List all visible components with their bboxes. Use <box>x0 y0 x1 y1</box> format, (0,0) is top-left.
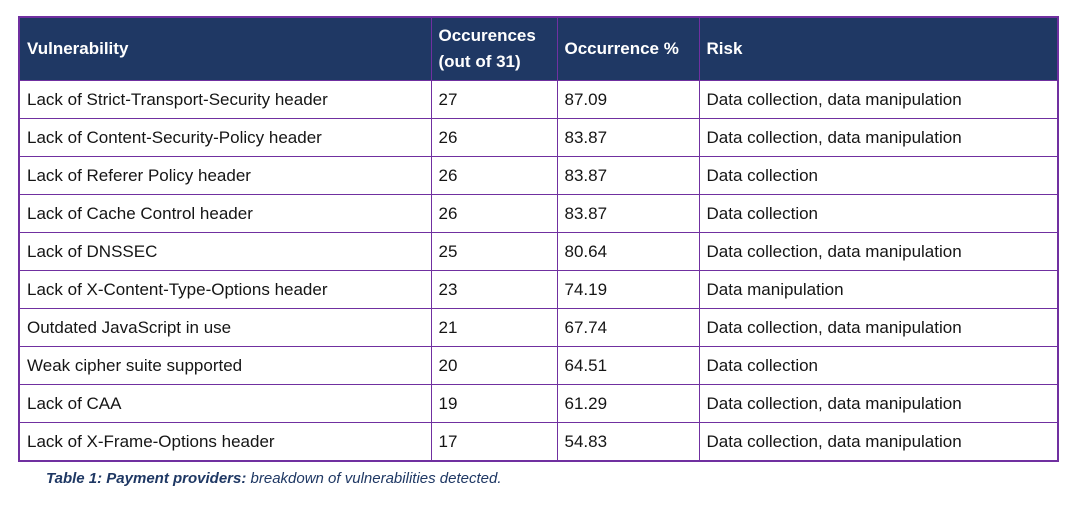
table-row: Lack of Cache Control header 26 83.87 Data … <box>18 194 1059 233</box>
vulnerability-table-container: Vulnerability Occurences (out of 31) Occ… <box>18 16 1059 462</box>
table-cell: Data collection, data manipulation <box>698 80 1059 119</box>
table-row: Lack of X-Content-Type-Options header 23 7… <box>18 270 1059 309</box>
table-cell: Data collection, data manipulation <box>698 118 1059 157</box>
table-cell: Data collection, data manipulation <box>698 308 1059 347</box>
table-cell: 25 <box>430 232 558 271</box>
table-cell: 74.19 <box>556 270 700 309</box>
table-cell: 80.64 <box>556 232 700 271</box>
table-row: Lack of DNSSEC 25 80.64 Data collection, da… <box>18 232 1059 271</box>
vulnerability-table: Vulnerability Occurences (out of 31) Occ… <box>18 16 1059 462</box>
table-cell: Outdated JavaScript in use <box>18 308 432 347</box>
table-cell: 21 <box>430 308 558 347</box>
table-caption-text: breakdown of vulnerabilities detected. <box>246 470 502 487</box>
table-row: Lack of Referer Policy header 26 83.87 Data… <box>18 156 1059 195</box>
table-cell: 17 <box>430 422 558 462</box>
table-cell: Data collection, data manipulation <box>698 384 1059 423</box>
table-cell: Data collection <box>698 194 1059 233</box>
table-cell: 26 <box>430 118 558 157</box>
table-cell: Lack of X-Frame-Options header <box>18 422 432 462</box>
table-cell: 67.74 <box>556 308 700 347</box>
table-cell: 61.29 <box>556 384 700 423</box>
table-header-row: Vulnerability Occurences (out of 31) Occ… <box>18 16 1059 81</box>
table-row: Lack of Content-Security-Policy header 26… <box>18 118 1059 157</box>
table-row: Weak cipher suite supported 20 64.51 Data c… <box>18 346 1059 385</box>
table-row: Outdated JavaScript in use 21 67.74 Data co… <box>18 308 1059 347</box>
table-row: Lack of Strict-Transport-Security header… <box>18 80 1059 119</box>
table-cell: Lack of X-Content-Type-Options header <box>18 270 432 309</box>
table-cell: 83.87 <box>556 156 700 195</box>
table-cell: 27 <box>430 80 558 119</box>
table-row: Lack of CAA 19 61.29 Data collection, data … <box>18 384 1059 423</box>
table-cell: Data collection, data manipulation <box>698 232 1059 271</box>
table-cell: 54.83 <box>556 422 700 462</box>
table-cell: Lack of Cache Control header <box>18 194 432 233</box>
table-cell: Lack of DNSSEC <box>18 232 432 271</box>
table-cell: 87.09 <box>556 80 700 119</box>
table-cell: 83.87 <box>556 194 700 233</box>
table-cell: Data collection <box>698 346 1059 385</box>
column-header-risk: Risk <box>698 16 1059 81</box>
table-header: Vulnerability Occurences (out of 31) Occ… <box>18 16 1059 81</box>
column-header-vulnerability: Vulnerability <box>18 16 432 81</box>
table-cell: Lack of Referer Policy header <box>18 156 432 195</box>
table-cell: Data collection <box>698 156 1059 195</box>
table-cell: 83.87 <box>556 118 700 157</box>
table-cell: Data manipulation <box>698 270 1059 309</box>
table-cell: 64.51 <box>556 346 700 385</box>
table-body: Lack of Strict-Transport-Security header… <box>18 80 1059 462</box>
table-cell: Weak cipher suite supported <box>18 346 432 385</box>
table-caption-label: Table 1: Payment providers: <box>46 470 247 487</box>
column-header-occurences: Occurences (out of 31) <box>430 16 558 81</box>
table-cell: 23 <box>430 270 558 309</box>
table-cell: 20 <box>430 346 558 385</box>
table-cell: Data collection, data manipulation <box>698 422 1059 462</box>
table-row: Lack of X-Frame-Options header 17 54.83 Dat… <box>18 422 1059 462</box>
column-header-occurrence-percent: Occurrence % <box>556 16 700 81</box>
table-cell: Lack of Content-Security-Policy header <box>18 118 432 157</box>
table-cell: Lack of Strict-Transport-Security header <box>18 80 432 119</box>
table-cell: 19 <box>430 384 558 423</box>
table-cell: 26 <box>430 194 558 233</box>
table-cell: 26 <box>430 156 558 195</box>
table-caption: Table 1: Payment providers: breakdown of… <box>46 470 502 487</box>
table-cell: Lack of CAA <box>18 384 432 423</box>
